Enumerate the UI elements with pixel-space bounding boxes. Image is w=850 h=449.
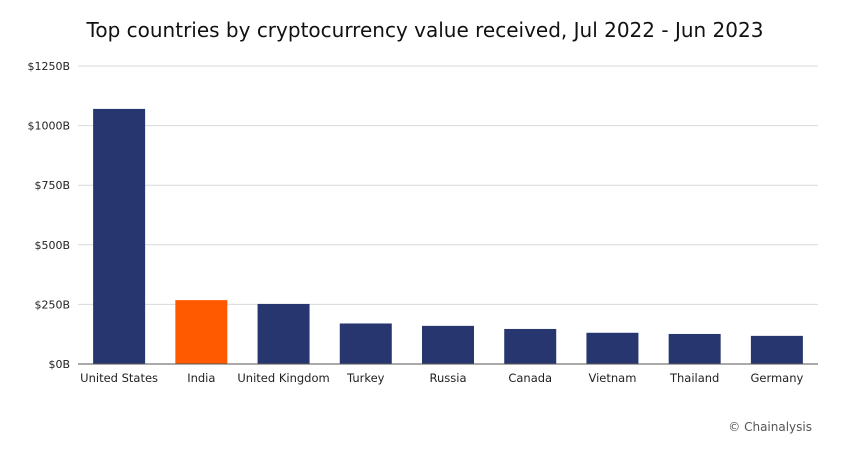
x-tick-label: Vietnam — [588, 371, 636, 385]
y-tick-label: $1250B — [27, 60, 70, 73]
y-tick-label: $750B — [34, 179, 70, 192]
x-tick-label: Russia — [430, 371, 467, 385]
x-tick-label: Thailand — [669, 371, 719, 385]
x-axis-tick-labels: United States India United Kingdom Turkey Ru… — [80, 371, 803, 385]
bar — [504, 328, 557, 364]
bar — [422, 325, 474, 364]
bar — [93, 108, 146, 364]
bar — [339, 323, 392, 364]
x-tick-label: United Kingdom — [237, 371, 329, 385]
x-tick-label: United States — [80, 371, 158, 385]
bar — [586, 332, 639, 364]
x-tick-label: Canada — [508, 371, 552, 385]
x-tick-label: Turkey — [346, 371, 385, 385]
x-tick-label: Germany — [750, 371, 803, 385]
bar — [257, 303, 310, 364]
source-credit: © Chainalysis — [728, 420, 812, 434]
y-tick-label: $0B — [48, 358, 70, 371]
gridlines — [78, 65, 818, 305]
bar — [668, 333, 721, 364]
bar — [175, 300, 228, 364]
y-tick-label: $250B — [34, 298, 70, 311]
bars — [93, 108, 803, 364]
chart-title: Top countries by cryptocurrency value re… — [86, 18, 764, 42]
y-tick-label: $1000B — [27, 120, 70, 133]
y-tick-label: $500B — [34, 239, 70, 252]
y-axis-tick-labels: $0B $250B $500B $750B $1000B $1250B — [27, 60, 70, 371]
bar — [750, 335, 803, 364]
x-tick-label: India — [187, 371, 215, 385]
